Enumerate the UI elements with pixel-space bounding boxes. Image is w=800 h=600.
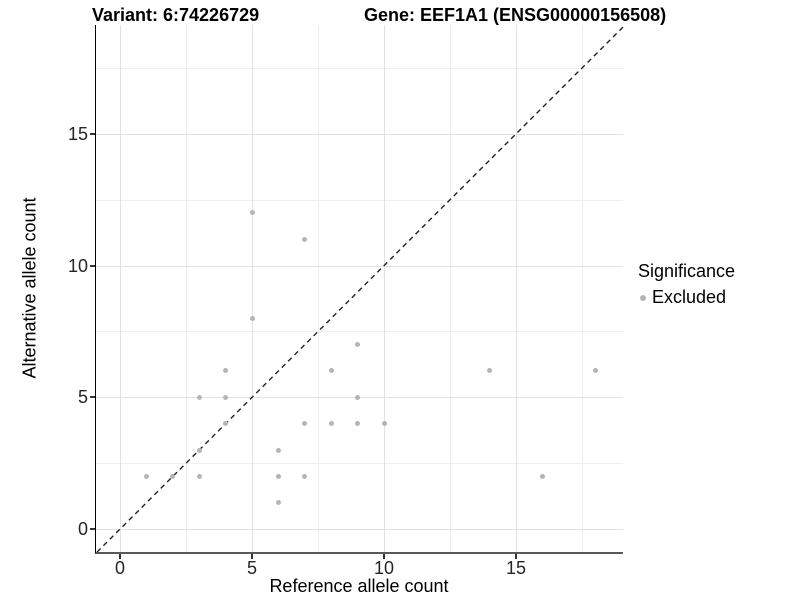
x-axis-tick-mark (515, 554, 518, 559)
data-point (592, 368, 598, 374)
x-axis-tick-mark (383, 554, 386, 559)
x-axis-tick-label: 15 (506, 558, 527, 578)
x-axis-tick-mark (119, 554, 122, 559)
data-point (275, 500, 281, 506)
gridline-x-major (384, 25, 386, 552)
data-point (381, 421, 387, 427)
legend-item-excluded: Excluded (638, 287, 735, 308)
legend-title: Significance (638, 261, 736, 281)
y-axis-title: Alternative allele count (19, 197, 40, 379)
legend-point-icon (640, 294, 646, 301)
data-point (223, 368, 229, 374)
x-axis-title: Reference allele count (269, 576, 449, 596)
data-point (143, 473, 149, 479)
plot-title-variant: Variant: 6:74226729 (92, 5, 260, 25)
data-point (302, 421, 308, 427)
data-point (328, 368, 334, 374)
data-point (249, 210, 255, 216)
y-axis-tick-label: 15 (67, 123, 88, 144)
data-point (302, 473, 308, 479)
data-point (249, 315, 255, 321)
x-axis-tick-mark (251, 554, 254, 559)
gridline-y-minor (96, 463, 623, 465)
data-point (487, 368, 493, 374)
gridline-x-minor (186, 25, 188, 552)
data-point (223, 394, 229, 400)
legend-item-label: Excluded (652, 287, 727, 307)
gridline-y-minor (96, 199, 623, 201)
data-point (539, 473, 545, 479)
plot-panel (95, 25, 624, 554)
y-axis-tick-label: 10 (67, 255, 88, 276)
gridline-x-minor (450, 25, 452, 552)
data-point (196, 447, 202, 453)
data-point (275, 473, 281, 479)
data-point (355, 394, 361, 400)
gridline-y-major (96, 529, 623, 531)
y-axis-tick-mark (90, 396, 95, 399)
gridline-x-major (120, 25, 122, 552)
gridline-y-minor (96, 67, 623, 69)
x-axis-tick-label: 0 (115, 558, 126, 578)
data-point (196, 473, 202, 479)
data-point (170, 473, 176, 479)
data-point (223, 421, 229, 427)
x-axis-tick-label: 10 (374, 558, 395, 578)
data-point (275, 447, 281, 453)
data-point (355, 342, 361, 348)
legend: Significance Excluded (638, 261, 735, 308)
y-axis-tick-mark (90, 528, 95, 531)
gridline-y-minor (96, 331, 623, 333)
x-axis-tick-label: 5 (247, 558, 258, 578)
y-axis-tick-label: 0 (77, 519, 88, 540)
gridline-x-major (516, 25, 518, 552)
y-axis-tick-mark (90, 132, 95, 135)
y-axis-tick-mark (90, 264, 95, 267)
gridline-y-major (96, 265, 623, 267)
gridline-x-minor (582, 25, 584, 552)
gridline-y-major (96, 133, 623, 135)
y-axis-tick-label: 5 (77, 387, 88, 408)
gridline-x-major (252, 25, 254, 552)
data-point (196, 394, 202, 400)
gridline-x-minor (318, 25, 320, 552)
plot-title-gene: Gene: EEF1A1 (ENSG00000156508) (364, 5, 667, 25)
identity-line (96, 26, 624, 553)
data-point (328, 421, 334, 427)
data-point (355, 421, 361, 427)
data-point (302, 236, 308, 242)
